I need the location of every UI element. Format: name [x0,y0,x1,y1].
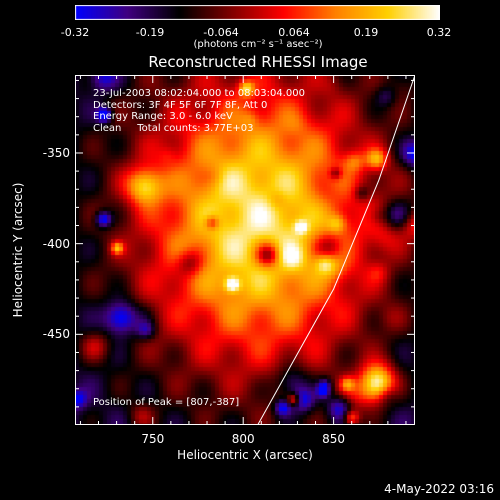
annotation-energy-range: Energy Range: 3.0 - 6.0 keV [93,111,233,122]
annotation-counts: Clean Total counts: 3.77E+03 [93,122,254,134]
colorbar-units: (photons cm⁻² s⁻¹ asec⁻²) [193,39,323,50]
y-tick-label: -350 [42,145,70,160]
chart-title: Reconstructed RHESSI Image [148,53,368,71]
x-tick-label: 800 [231,432,255,446]
colorbar-tick-label: 0.19 [353,26,379,39]
colorbar-tick-label: -0.064 [203,26,239,39]
heatmap-image [75,75,415,425]
solar-limb-curve [257,75,415,425]
plot-overlay [257,75,415,425]
plot-area: 23-Jul-2003 08:02:04.000 to 08:03:04.000… [75,75,415,425]
y-axis-label: Heliocentric Y (arcsec) [11,182,25,318]
peak-position-label: Position of Peak = [807,-387] [93,397,240,408]
x-tick-label: 850 [322,432,346,446]
colorbar-tick-label: -0.32 [60,26,90,39]
colorbar-tick-label: -0.19 [135,26,165,39]
annotation-time-range: 23-Jul-2003 08:02:04.000 to 08:03:04.000 [93,88,305,99]
y-tick-label: -450 [42,327,70,342]
annotation-detectors: Detectors: 3F 4F 5F 6F 7F 8F, Att 0 [93,99,268,111]
x-axis-label: Heliocentric X (arcsec) [177,448,313,462]
x-tick-label: 750 [141,432,165,446]
colorbar-tick-label: 0.064 [278,26,310,39]
timestamp: 4-May-2022 03:16 [384,482,494,496]
colorbar [75,5,440,20]
y-tick-label: -400 [42,236,70,251]
colorbar-tick-label: 0.32 [426,26,452,39]
